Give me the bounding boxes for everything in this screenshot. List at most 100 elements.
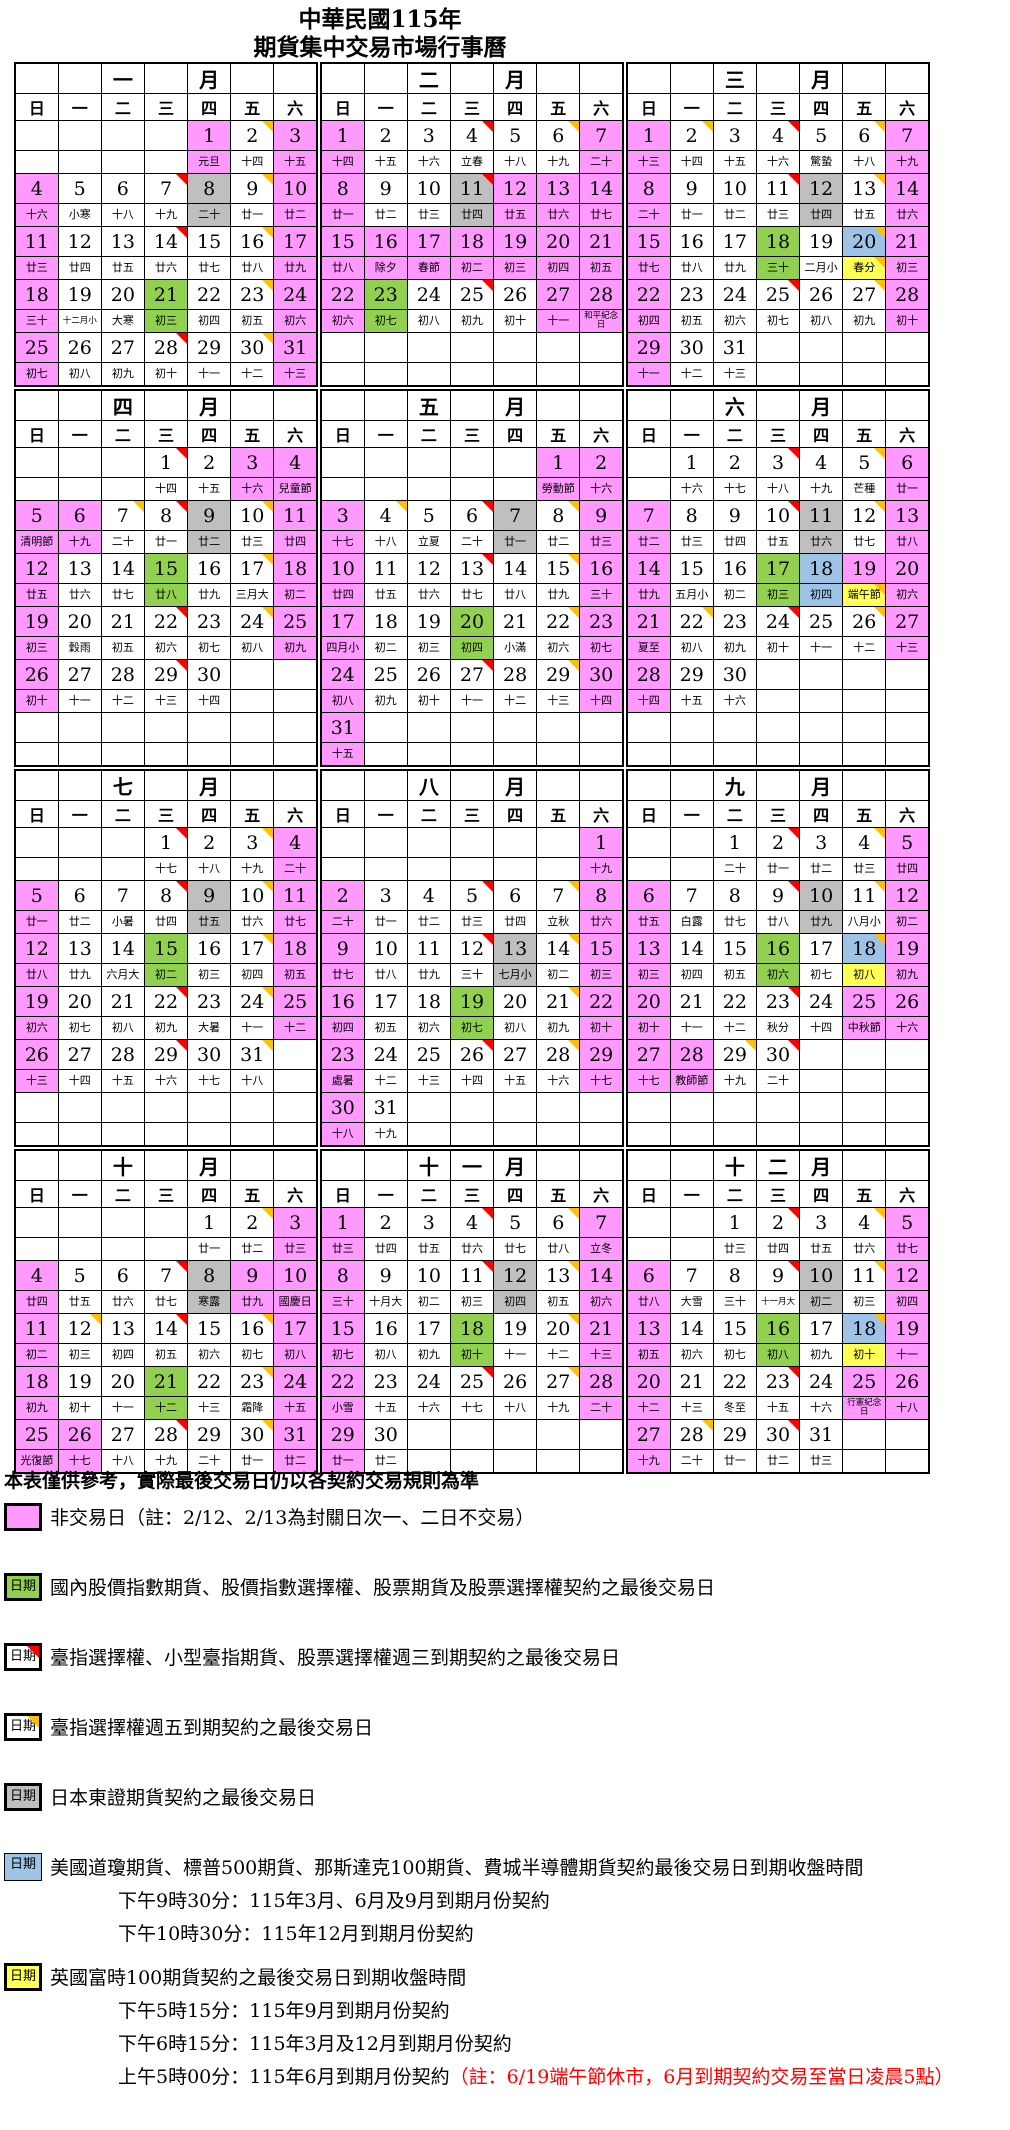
lunar-cell: 二十 — [100, 530, 145, 554]
lunar-cell — [885, 1069, 930, 1093]
date-cell: 22 — [712, 1366, 757, 1397]
date-cell: 22 — [187, 1366, 232, 1397]
month-header-cell — [273, 389, 318, 421]
wednesday-expiry-corner-icon — [788, 1040, 799, 1051]
weekday-header: 日 — [14, 420, 59, 448]
date-cell: 24 — [273, 1366, 318, 1397]
lunar-cell: 十九 — [626, 1449, 671, 1474]
month-header-cell — [230, 62, 275, 94]
lunar-cell: 初四 — [230, 963, 275, 987]
lunar-cell: 初三 — [14, 636, 59, 660]
date-cell: 14 — [669, 1313, 714, 1344]
weekday-header: 日 — [14, 1180, 59, 1208]
legend-swatch-label: 日期 — [9, 1579, 36, 1594]
date-cell: 10 — [320, 553, 365, 584]
date-cell: 11 — [406, 933, 451, 964]
date-cell — [579, 712, 624, 743]
lunar-cell: 芒種 — [842, 477, 887, 501]
date-cell: 5 — [842, 447, 887, 478]
weekday-header: 四 — [493, 1180, 538, 1208]
date-cell: 6 — [536, 1207, 581, 1238]
date-cell: 20 — [100, 1366, 145, 1397]
date-cell: 8 — [143, 880, 189, 911]
month-header-cell — [536, 62, 581, 94]
date-cell: 6 — [626, 1260, 671, 1291]
lunar-cell: 十五 — [712, 150, 757, 174]
date-cell: 28 — [536, 1039, 581, 1070]
lunar-cell: 廿一 — [14, 910, 59, 934]
weekday-header: 日 — [14, 800, 59, 828]
date-cell — [187, 712, 232, 743]
lunar-cell: 廿六 — [230, 910, 275, 934]
date-cell: 28 — [669, 1039, 714, 1070]
date-cell: 25 — [842, 1366, 887, 1397]
lunar-cell — [363, 857, 408, 881]
lunar-cell: 初十 — [626, 1016, 671, 1040]
friday-expiry-corner-icon — [874, 934, 885, 945]
date-cell: 2 — [187, 827, 232, 858]
lunar-cell: 三十 — [320, 1290, 365, 1314]
friday-expiry-corner-icon — [262, 333, 273, 344]
date-cell: 28 — [493, 659, 538, 690]
legend-swatch-gray-icon: 日期 — [4, 1783, 42, 1811]
lunar-cell: 初六 — [320, 309, 365, 333]
date-cell: 8 — [187, 1260, 232, 1291]
weekday-header: 一 — [363, 800, 408, 828]
date-cell: 30 — [755, 1039, 801, 1070]
month-header-cell: 月 — [187, 62, 232, 94]
month-header-cell — [230, 389, 275, 421]
date-cell: 24 — [273, 279, 318, 310]
date-cell: 10 — [273, 173, 318, 204]
lunar-cell: 廿八 — [755, 910, 801, 934]
date-cell: 25 — [755, 279, 801, 310]
date-cell: 28 — [100, 659, 145, 690]
lunar-cell: 初四 — [493, 1290, 538, 1314]
friday-expiry-corner-icon — [262, 280, 273, 291]
lunar-cell — [493, 857, 538, 881]
wednesday-expiry-corner-icon — [788, 121, 799, 132]
weekday-header: 一 — [669, 1180, 714, 1208]
legend-swatch-label: 日期 — [9, 1969, 36, 1984]
date-cell: 27 — [885, 606, 930, 637]
lunar-cell: 初九 — [842, 309, 887, 333]
date-cell: 20 — [885, 553, 930, 584]
date-cell: 5 — [885, 1207, 930, 1238]
date-cell: 30 — [712, 659, 757, 690]
date-cell — [885, 1039, 930, 1070]
date-cell — [449, 1419, 495, 1450]
date-cell: 28 — [579, 1366, 624, 1397]
date-cell: 4 — [842, 1207, 887, 1238]
lunar-cell: 廿一 — [143, 530, 189, 554]
lunar-cell — [799, 362, 844, 387]
lunar-cell: 十六 — [885, 1016, 930, 1040]
date-cell: 22 — [712, 986, 757, 1017]
date-cell — [100, 1092, 145, 1123]
wednesday-expiry-corner-icon — [788, 174, 799, 185]
legend-item-blue: 日期 美國道瓊期貨、標普500期貨、那斯達克100期貨、費城半導體期貨契約最後交易… — [4, 1853, 1004, 1947]
lunar-cell: 廿八 — [363, 963, 408, 987]
date-cell: 28 — [885, 279, 930, 310]
lunar-cell — [842, 742, 887, 767]
lunar-cell: 三十 — [712, 1290, 757, 1314]
weekday-header: 三 — [143, 800, 189, 828]
date-cell: 1 — [536, 447, 581, 478]
lunar-cell: 初二 — [14, 1343, 59, 1367]
lunar-cell: 初四 — [449, 636, 495, 660]
date-cell: 25 — [273, 986, 318, 1017]
lunar-cell: 廿六 — [885, 203, 930, 227]
weekday-header: 五 — [842, 93, 887, 121]
date-cell: 2 — [363, 120, 408, 151]
month-header-cell — [755, 62, 801, 94]
lunar-cell: 初三 — [143, 309, 189, 333]
wednesday-expiry-corner-icon — [176, 1040, 187, 1051]
month-header-cell: 七 — [100, 769, 145, 801]
calendar-band-4: 十月日一二三四五六 1 2 3 廿一 廿二 廿三 4 5 6 7 8 9 10 廿四 廿五 廿六 廿七 寒露 廿九 國慶… — [14, 1149, 930, 1474]
month-header-cell — [57, 769, 102, 801]
lunar-cell: 初三 — [579, 963, 624, 987]
date-cell: 5 — [14, 500, 59, 531]
date-cell: 13 — [536, 173, 581, 204]
wednesday-expiry-corner-icon — [482, 554, 493, 565]
date-cell — [799, 1092, 844, 1123]
wednesday-expiry-corner-icon — [788, 448, 799, 459]
lunar-cell: 十一 — [57, 689, 102, 713]
